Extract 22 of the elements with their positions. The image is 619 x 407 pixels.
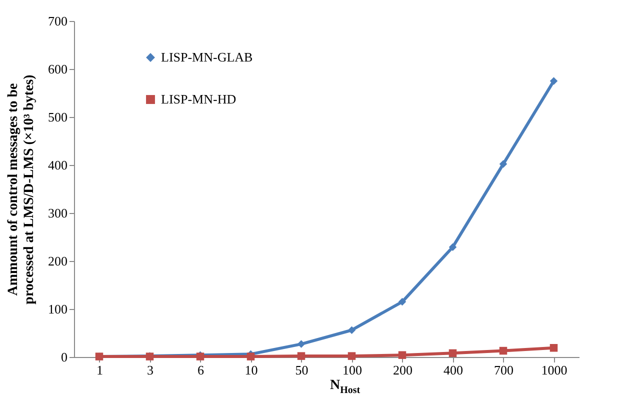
y-tick-label: 400	[48, 158, 68, 172]
x-tick-label: 400	[444, 362, 463, 378]
x-tick-label: 200	[393, 362, 412, 378]
x-tick-label: 3	[147, 362, 154, 378]
x-tick-label: 1	[96, 362, 103, 378]
x-tick-label: 10	[244, 362, 258, 378]
x-tick-label: 100	[342, 362, 362, 378]
legend-label: LISP-MN-HD	[161, 92, 236, 106]
x-tick-label: 50	[295, 362, 308, 378]
y-tick-label: 600	[48, 62, 68, 76]
y-axis-title: Ammount of control messages to be processed at LMS/D-LMS (×10³ bytes)	[6, 74, 37, 304]
x-tick-label: 1000	[541, 362, 568, 378]
x-axis-title: N$_{Host}$	[328, 378, 362, 396]
x-tick-label: 6	[198, 362, 204, 378]
y-tick-label: 500	[48, 110, 68, 124]
y-tick-label: 200	[48, 254, 68, 268]
legend-label: LISP-MN-GLAB	[161, 50, 254, 64]
y-tick-label: 300	[48, 206, 68, 220]
y-tick-label: 0	[61, 350, 68, 364]
x-tick-label: 700	[494, 362, 514, 378]
y-tick-label: 700	[48, 14, 68, 28]
y-tick-label: 100	[48, 302, 68, 316]
